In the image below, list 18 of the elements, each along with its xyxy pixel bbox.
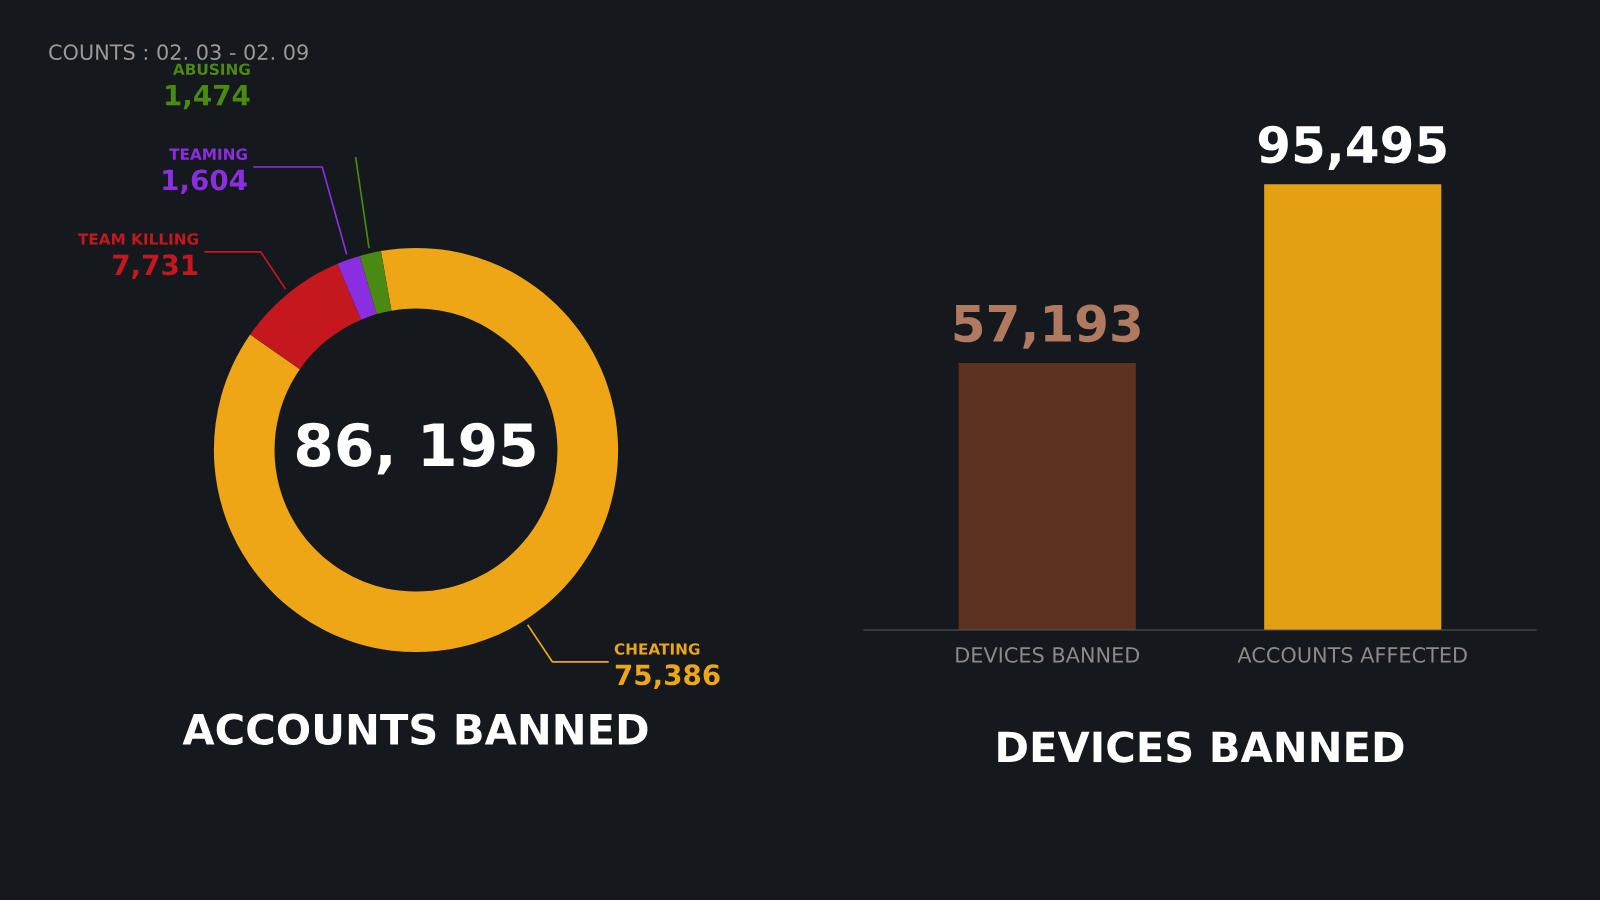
text: DEVICES BANNED: [998, 731, 1404, 763]
data-label: 95,495: [1258, 125, 1446, 170]
data-label: 57,193: [954, 304, 1140, 349]
data-label: 1,604: [163, 169, 247, 195]
data-label: 7,731: [113, 254, 198, 279]
text: 86, 195: [296, 422, 535, 475]
text: ACCOUNTS BANNED: [182, 713, 648, 745]
donut-slice: [250, 263, 362, 370]
x-tick-label: ACCOUNTS AFFECTED: [1237, 647, 1467, 663]
text: COUNTS : 02. 03 - 02. 09: [49, 44, 308, 61]
data-label: 1,474: [166, 84, 250, 110]
slice-label: TEAM KILLING: [77, 233, 198, 245]
slice-label: ABUSING: [173, 63, 250, 76]
data-label: 75,386: [615, 664, 720, 689]
slice-label: TEAMING: [169, 148, 247, 160]
donut-slice: [359, 250, 392, 315]
donut-slice: [337, 255, 377, 320]
slice-label: CHEATING: [614, 643, 700, 655]
